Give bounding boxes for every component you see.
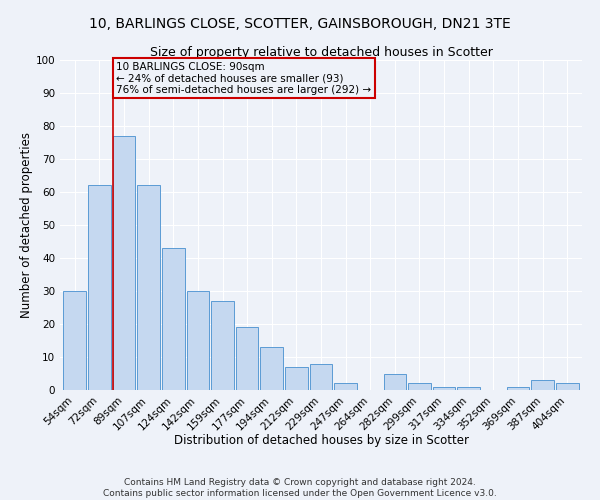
Title: Size of property relative to detached houses in Scotter: Size of property relative to detached ho… (149, 46, 493, 59)
Bar (531, 380, 554, 390)
Bar (113, 136, 136, 390)
Bar (506, 386, 529, 390)
Text: Contains HM Land Registry data © Crown copyright and database right 2024.
Contai: Contains HM Land Registry data © Crown c… (103, 478, 497, 498)
Text: 10, BARLINGS CLOSE, SCOTTER, GAINSBOROUGH, DN21 3TE: 10, BARLINGS CLOSE, SCOTTER, GAINSBOROUG… (89, 18, 511, 32)
Bar (260, 347, 283, 390)
X-axis label: Distribution of detached houses by size in Scotter: Distribution of detached houses by size … (173, 434, 469, 448)
Bar (162, 248, 185, 390)
Bar (556, 384, 578, 390)
Bar (310, 364, 332, 390)
Bar (236, 328, 259, 390)
Bar (137, 186, 160, 390)
Bar (211, 301, 234, 390)
Bar (285, 367, 308, 390)
Text: 10 BARLINGS CLOSE: 90sqm
← 24% of detached houses are smaller (93)
76% of semi-d: 10 BARLINGS CLOSE: 90sqm ← 24% of detach… (116, 62, 371, 95)
Bar (457, 386, 480, 390)
Bar (187, 291, 209, 390)
Y-axis label: Number of detached properties: Number of detached properties (20, 132, 33, 318)
Bar (383, 374, 406, 390)
Bar (408, 384, 431, 390)
Bar (334, 384, 357, 390)
Bar (64, 291, 86, 390)
Bar (433, 386, 455, 390)
Bar (88, 186, 111, 390)
